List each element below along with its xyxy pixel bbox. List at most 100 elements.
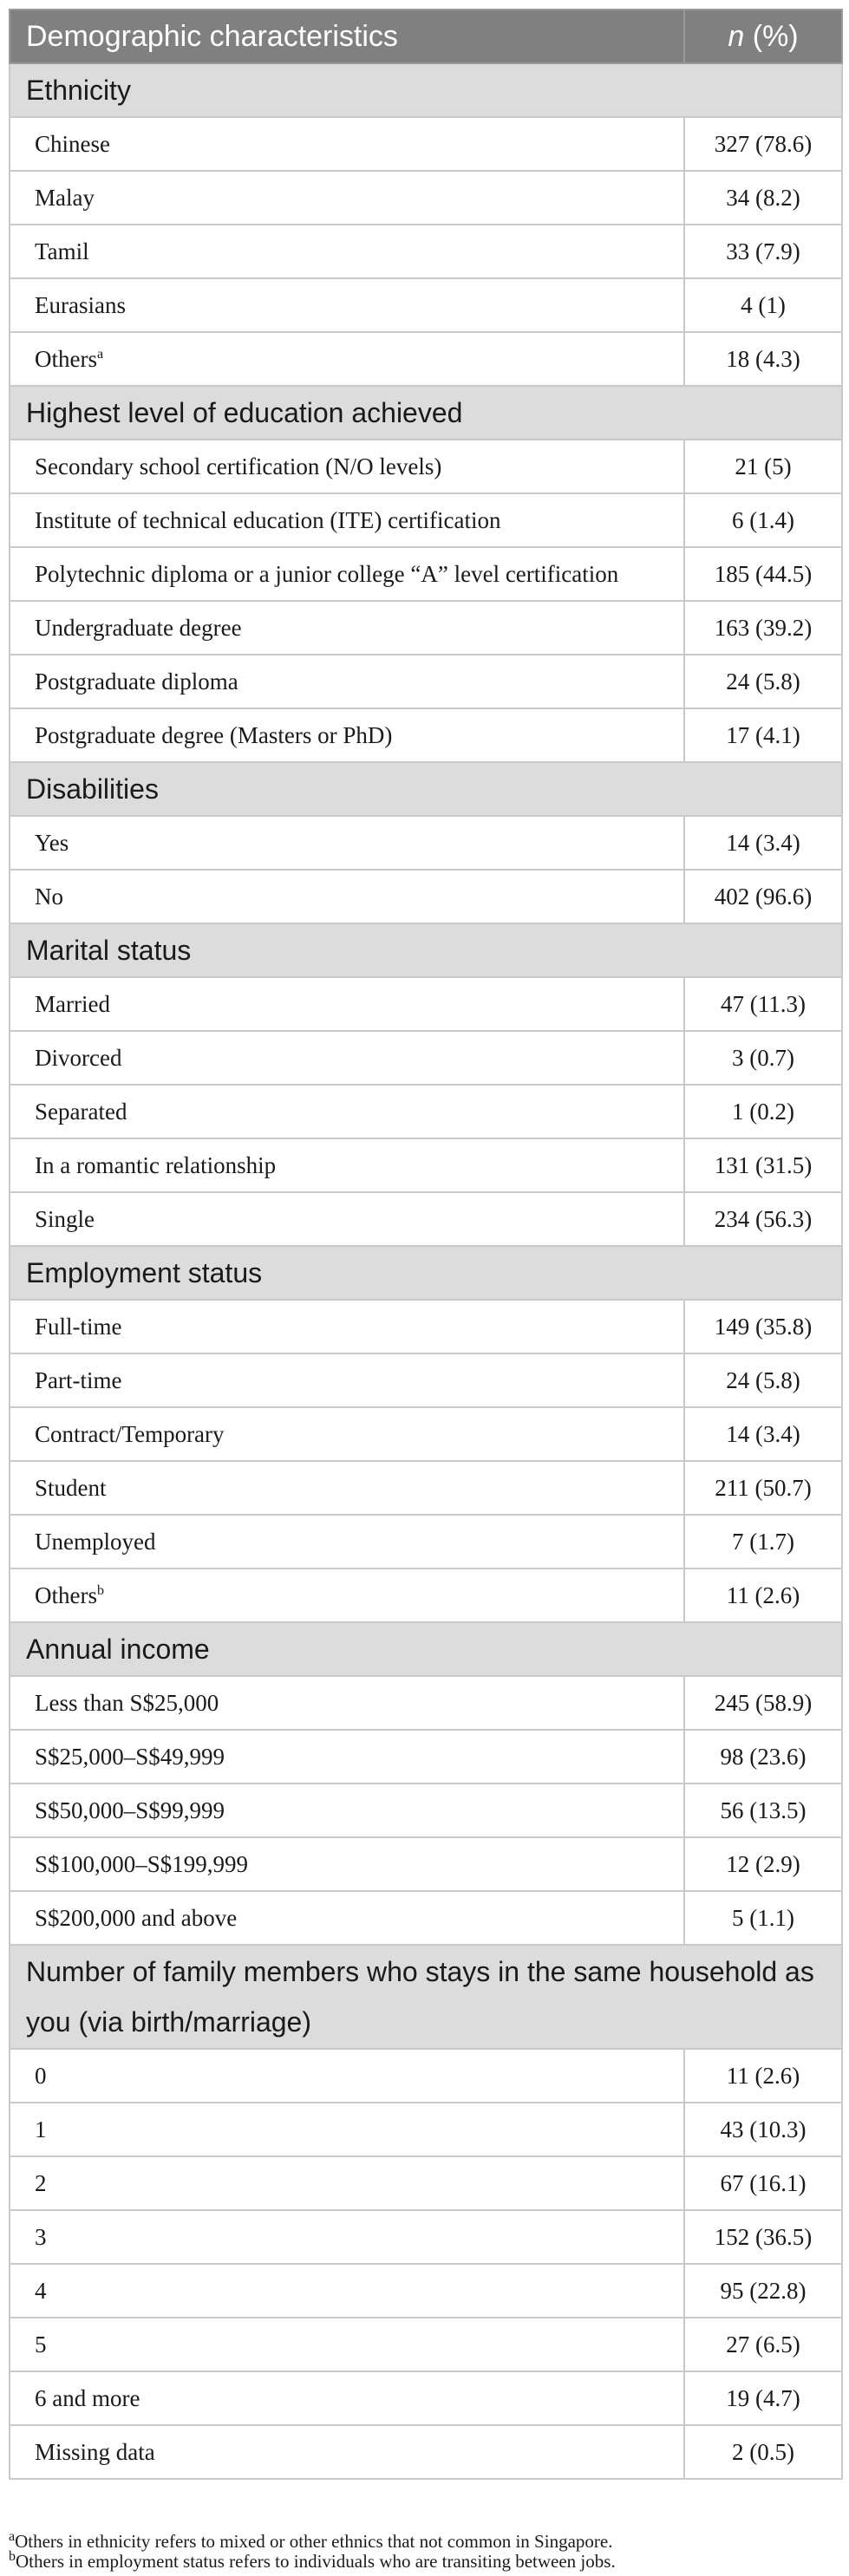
row-label: Divorced [35,1044,122,1071]
header-demographic-characteristics: Demographic characteristics [9,9,685,64]
table-row: Unemployed 7 (1.7) [9,1514,843,1569]
header-n-percent: n (%) [683,9,843,64]
row-label: Missing data [35,2438,155,2465]
row-value: 67 (16.1) [683,2155,843,2211]
row-label-cell: Part-time [9,1353,685,1408]
row-label-cell: No [9,869,685,924]
row-value: 33 (7.9) [683,224,843,279]
row-label-cell: Separated [9,1084,685,1139]
table-row: 2 67 (16.1) [9,2155,843,2211]
footnote-b-marker: b [9,2549,16,2564]
header-n-italic: n [728,19,745,53]
table-body: Ethnicity Chinese 327 (78.6) Malay 34 (8.2) T… [9,62,843,2480]
row-value: 98 (23.6) [683,1729,843,1784]
row-value: 327 (78.6) [683,116,843,172]
row-value: 6 (1.4) [683,492,843,548]
footnote-a-text: Others in ethnicity refers to mixed or o… [15,2531,613,2552]
row-label-cell: Eurasians [9,277,685,333]
table-row: S$100,000–S$199,999 12 (2.9) [9,1836,843,1892]
table-row: 0 11 (2.6) [9,2048,843,2103]
row-label: 1 [35,2116,47,2142]
row-value: 24 (5.8) [683,654,843,709]
row-label: Postgraduate diploma [35,668,238,695]
row-label: Single [35,1205,95,1232]
row-value: 43 (10.3) [683,2102,843,2157]
row-label: Yes [35,829,69,856]
table-row: Malay 34 (8.2) [9,170,843,225]
table-row: Married 47 (11.3) [9,976,843,1032]
table-row: S$200,000 and above 5 (1.1) [9,1890,843,1946]
row-label-cell: Postgraduate degree (Masters or PhD) [9,708,685,763]
row-label: 6 and more [35,2384,140,2411]
row-label-cell: Full-time [9,1299,685,1354]
row-label-cell: Undergraduate degree [9,600,685,655]
table-row: No 402 (96.6) [9,869,843,924]
row-value: 402 (96.6) [683,869,843,924]
table-row: Chinese 327 (78.6) [9,116,843,172]
row-label-cell: 1 [9,2102,685,2157]
row-label: Others [35,345,97,372]
row-label-cell: Married [9,976,685,1032]
table-row: 6 and more 19 (4.7) [9,2371,843,2426]
row-label-cell: S$25,000–S$49,999 [9,1729,685,1784]
row-value: 11 (2.6) [683,2048,843,2103]
footnote-b-text: Others in employment status refers to in… [16,2551,616,2572]
row-label-cell: Othersb [9,1568,685,1623]
section-title: Highest level of education achieved [9,385,843,440]
row-label-cell: Divorced [9,1030,685,1086]
row-label: Full-time [35,1313,122,1340]
row-label-cell: 5 [9,2317,685,2372]
table-row: Single 234 (56.3) [9,1191,843,1247]
row-value: 211 (50.7) [683,1460,843,1516]
row-label: Malay [35,184,95,211]
section-title: Disabilities [9,761,843,817]
row-value: 95 (22.8) [683,2263,843,2318]
row-value: 18 (4.3) [683,331,843,387]
row-label: Institute of technical education (ITE) c… [35,506,501,533]
row-label: S$50,000–S$99,999 [35,1797,225,1823]
row-label-cell: S$50,000–S$99,999 [9,1783,685,1838]
row-label: Separated [35,1098,127,1125]
row-value: 245 (58.9) [683,1675,843,1731]
row-label-cell: Yes [9,815,685,871]
section-title: Ethnicity [9,62,843,118]
table-row: 4 95 (22.8) [9,2263,843,2318]
row-label: Chinese [35,130,110,157]
row-label: Secondary school certification (N/O leve… [35,453,442,479]
row-label: Polytechnic diploma or a junior college … [35,560,619,587]
row-label: Part-time [35,1366,122,1393]
row-value: 27 (6.5) [683,2317,843,2372]
footnotes: aOthers in ethnicity refers to mixed or … [9,2530,841,2572]
table-row: Tamil 33 (7.9) [9,224,843,279]
table-row: 5 27 (6.5) [9,2317,843,2372]
row-value: 19 (4.7) [683,2371,843,2426]
table-row: Yes 14 (3.4) [9,815,843,871]
table-row: Institute of technical education (ITE) c… [9,492,843,548]
row-label-cell: Missing data [9,2424,685,2480]
section-header-row: Annual income [9,1621,843,1677]
row-label: No [35,883,63,910]
row-label-cell: Postgraduate diploma [9,654,685,709]
row-label-cell: Institute of technical education (ITE) c… [9,492,685,548]
section-title: Marital status [9,923,843,978]
row-label: 0 [35,2062,47,2089]
row-label-cell: Single [9,1191,685,1247]
row-label-cell: Malay [9,170,685,225]
table-row: Contract/Temporary 14 (3.4) [9,1406,843,1462]
section-title: Employment status [9,1245,843,1301]
row-value: 3 (0.7) [683,1030,843,1086]
row-value: 17 (4.1) [683,708,843,763]
table-row: Postgraduate degree (Masters or PhD) 17 (… [9,708,843,763]
section-header-row: Ethnicity [9,62,843,118]
row-value: 5 (1.1) [683,1890,843,1946]
row-label: Less than S$25,000 [35,1689,219,1716]
section-header-row: Number of family members who stays in th… [9,1944,843,2050]
row-label-cell: 6 and more [9,2371,685,2426]
table-row: Undergraduate degree 163 (39.2) [9,600,843,655]
row-label-cell: S$200,000 and above [9,1890,685,1946]
row-value: 131 (31.5) [683,1138,843,1193]
table-row: Postgraduate diploma 24 (5.8) [9,654,843,709]
row-label-cell: Unemployed [9,1514,685,1569]
footnote-marker: b [96,1582,104,1598]
row-label: Unemployed [35,1528,156,1555]
